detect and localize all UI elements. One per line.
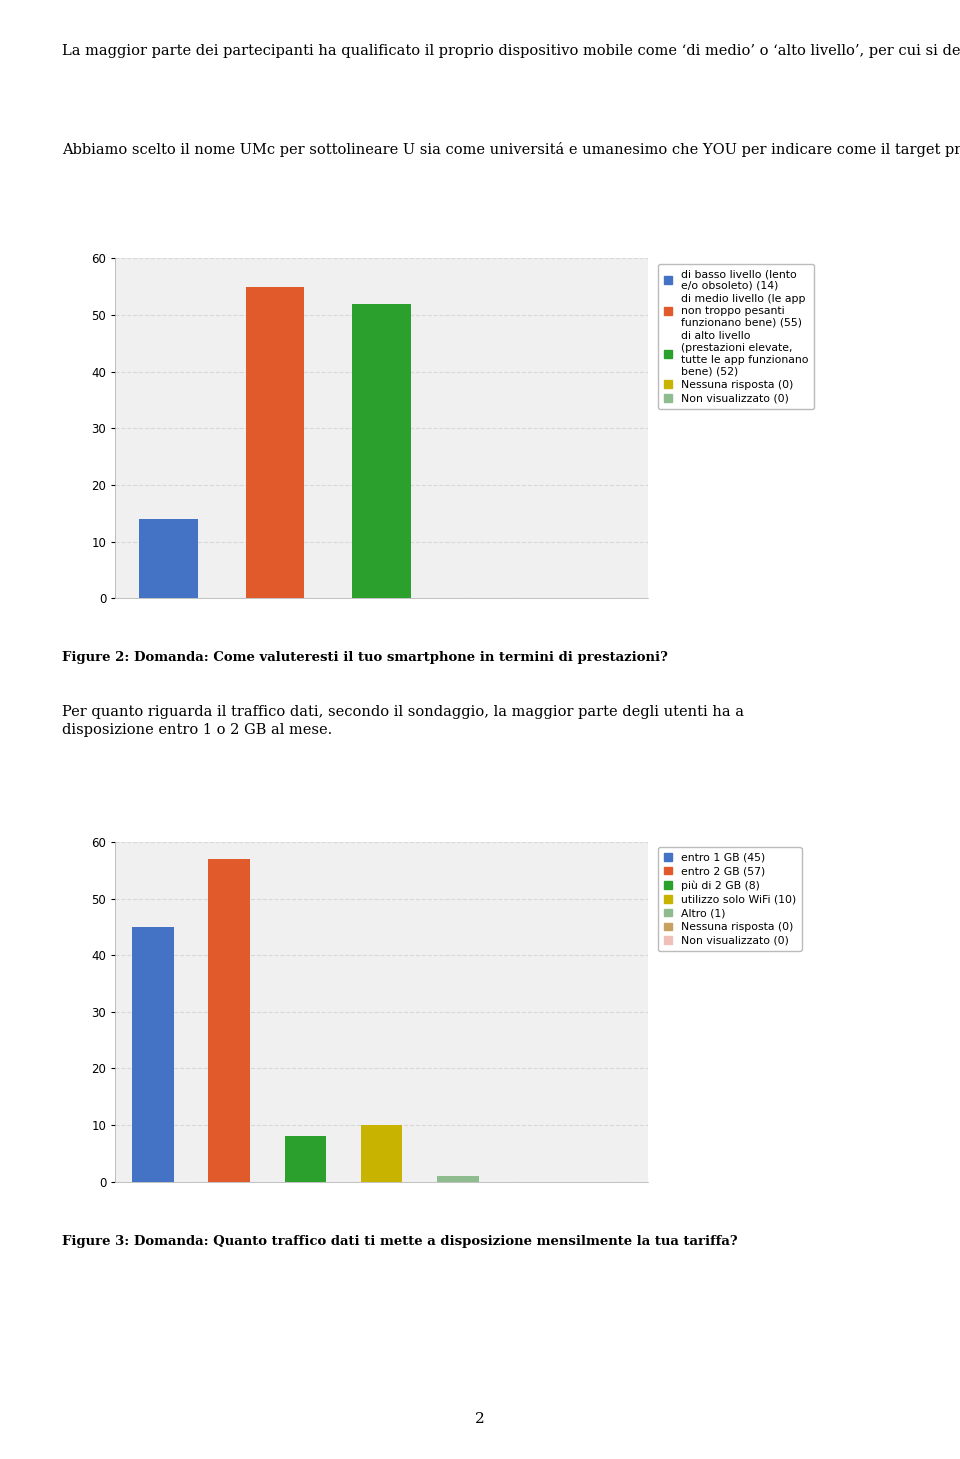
Bar bbox=[139, 519, 198, 598]
Text: Abbiamo scelto il nome UMc per sottolineare U sia come universitá e umanesimo ch: Abbiamo scelto il nome UMc per sottoline… bbox=[62, 142, 960, 156]
Bar bbox=[284, 1137, 326, 1182]
Bar bbox=[208, 859, 251, 1182]
Bar bbox=[246, 286, 304, 598]
Legend: entro 1 GB (45), entro 2 GB (57), più di 2 GB (8), utilizzo solo WiFi (10), Altr: entro 1 GB (45), entro 2 GB (57), più di… bbox=[659, 848, 802, 951]
Bar bbox=[361, 1125, 402, 1182]
Bar bbox=[437, 1176, 479, 1182]
Text: Figure 3: Domanda: Quanto traffico dati ti mette a disposizione mensilmente la t: Figure 3: Domanda: Quanto traffico dati … bbox=[62, 1234, 738, 1247]
Text: 2: 2 bbox=[475, 1412, 485, 1425]
Bar bbox=[352, 303, 411, 598]
Text: Per quanto riguarda il traffico dati, secondo il sondaggio, la maggior parte deg: Per quanto riguarda il traffico dati, se… bbox=[62, 705, 744, 737]
Bar bbox=[132, 926, 174, 1182]
Legend: di basso livello (lento
e/o obsoleto) (14), di medio livello (le app
non troppo : di basso livello (lento e/o obsoleto) (1… bbox=[659, 264, 814, 410]
Text: Figure 2: Domanda: Come valuteresti il tuo smartphone in termini di prestazioni?: Figure 2: Domanda: Come valuteresti il t… bbox=[62, 651, 668, 664]
Text: La maggior parte dei partecipanti ha qualificato il proprio dispositivo mobile c: La maggior parte dei partecipanti ha qua… bbox=[62, 44, 960, 58]
